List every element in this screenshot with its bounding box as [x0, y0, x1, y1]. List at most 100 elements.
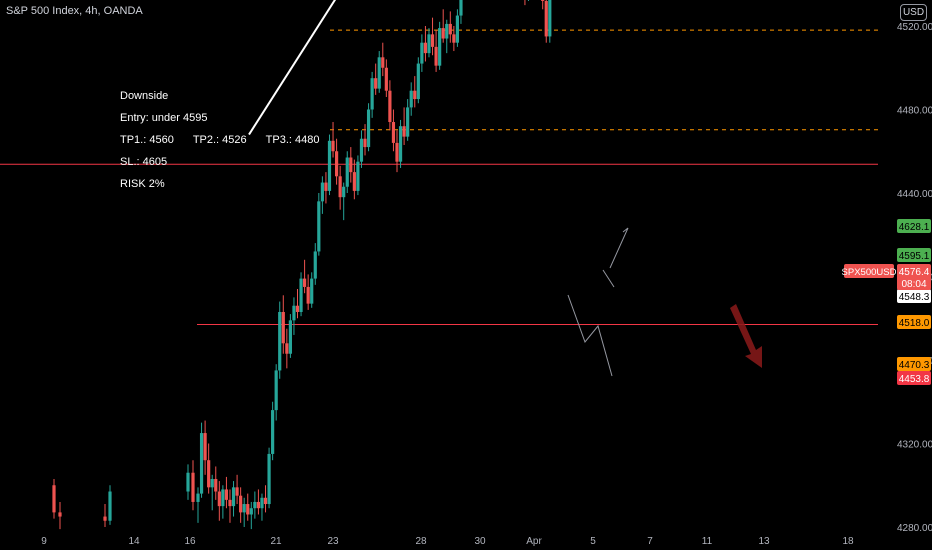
chart-title: S&P 500 Index, 4h, OANDA — [6, 5, 143, 17]
candle-body — [413, 90, 417, 100]
price-tag-value: 4595.1 — [899, 251, 930, 262]
projection-down-short — [602, 269, 615, 288]
candle-body — [402, 126, 406, 137]
candle-body — [285, 343, 289, 354]
candle-body — [306, 286, 310, 304]
candle — [199, 422, 204, 498]
candle-body — [438, 28, 442, 66]
candle-body — [263, 497, 268, 505]
candle — [256, 489, 261, 515]
candle — [381, 42, 385, 77]
candle — [263, 485, 268, 513]
price-labels: 4628.1 4595.1 4548.3 4518.0 4470.3 4453.8 SPX5… — [842, 219, 931, 385]
x-tick-label: 30 — [474, 536, 486, 547]
candle-body — [409, 90, 413, 108]
candle — [548, 0, 552, 43]
candle-body — [423, 42, 428, 54]
projection-zigzag — [567, 294, 613, 377]
candle — [402, 107, 406, 145]
candle — [228, 489, 232, 523]
candle — [434, 30, 438, 72]
candle-body — [452, 34, 456, 43]
candle-body — [377, 57, 381, 89]
candle — [281, 295, 285, 354]
candle — [271, 401, 275, 461]
candle — [342, 182, 346, 221]
candle-body — [214, 478, 218, 492]
candle — [406, 99, 410, 141]
candle-body — [448, 23, 452, 35]
candle — [253, 491, 257, 519]
candle — [249, 501, 253, 530]
candle-body — [303, 278, 307, 287]
candle — [345, 151, 349, 193]
candle — [423, 26, 428, 62]
candle-body — [295, 305, 300, 312]
x-tick-label: 5 — [590, 536, 596, 547]
candle-body — [207, 460, 211, 488]
candle-body — [320, 182, 324, 202]
candle-body — [398, 126, 403, 162]
price-tag: 4470.3 — [897, 357, 931, 371]
candle — [527, 0, 529, 1]
candle-body — [455, 15, 460, 43]
candle — [242, 497, 246, 527]
candle — [246, 493, 250, 521]
note-heading: Downside — [120, 90, 169, 102]
note-stop-loss: SL.: 4605 — [120, 156, 168, 168]
candle — [409, 82, 413, 116]
price-tag-bg — [897, 289, 931, 303]
downside-arrow — [730, 304, 762, 368]
price-tag-value: 4470.3 — [899, 360, 930, 371]
candle — [108, 485, 112, 525]
candle-body — [406, 107, 410, 137]
candle-body — [292, 305, 296, 321]
candle-body — [256, 501, 261, 509]
price-tag: 4628.1 — [897, 219, 931, 233]
candle-body — [217, 491, 221, 507]
candle-body — [541, 0, 545, 1]
price-tag-bg — [897, 248, 931, 262]
y-tick-label: 4320.00 — [897, 440, 932, 451]
candle-body — [228, 499, 232, 507]
candle-body — [324, 182, 328, 191]
candle-body — [221, 489, 225, 507]
candle — [317, 193, 321, 256]
candle — [377, 51, 381, 93]
candle — [420, 34, 424, 72]
candle-body — [299, 278, 303, 312]
x-tick-label: 21 — [270, 536, 282, 547]
x-tick-label: 11 — [702, 536, 713, 547]
candle-body — [288, 320, 292, 354]
candle-body — [384, 67, 388, 91]
candle — [288, 314, 292, 358]
y-tick-label: 4520.00 — [897, 22, 932, 33]
y-tick-label: 4280.00 — [897, 523, 932, 534]
note-tp3: TP3.: 4480 — [265, 134, 320, 146]
candle — [459, 0, 463, 24]
candle — [366, 103, 371, 152]
symbol-tag-label: SPX500USD — [842, 267, 897, 278]
candle-body — [334, 151, 339, 177]
candle-series — [52, 0, 552, 530]
candle — [274, 364, 278, 421]
candle-body — [374, 78, 378, 89]
candle — [303, 259, 307, 294]
horizontal-levels — [0, 29, 878, 326]
candle-body — [313, 251, 317, 279]
candle-body — [242, 504, 246, 513]
candle-body — [52, 485, 56, 513]
candle-body — [267, 453, 271, 505]
candle — [448, 11, 452, 43]
candle-body — [342, 186, 346, 198]
candle — [391, 109, 396, 152]
candle-body — [239, 495, 243, 513]
candle-body — [345, 157, 349, 187]
candle-body — [331, 140, 335, 152]
candle — [334, 138, 339, 185]
currency-button[interactable]: USD — [900, 4, 927, 21]
candle — [430, 17, 435, 56]
price-tag-value: 4453.8 — [899, 374, 930, 385]
y-tick-label: 4440.00 — [897, 189, 932, 200]
